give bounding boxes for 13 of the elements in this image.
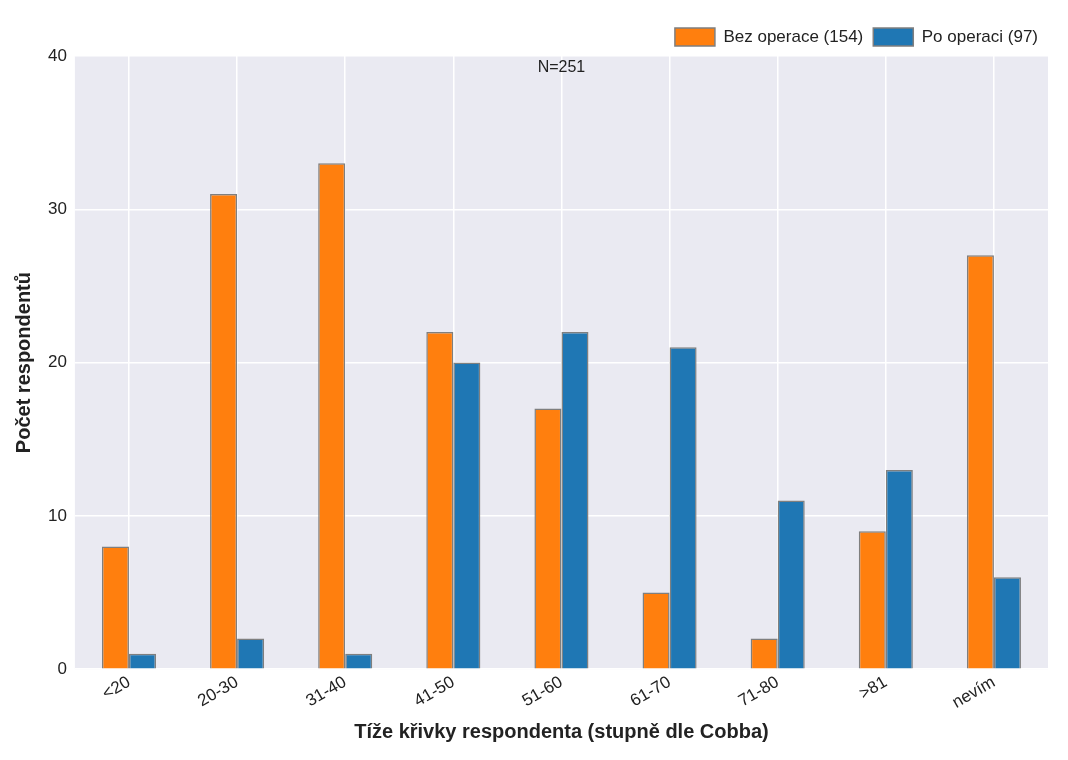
legend-label: Po operaci (97) bbox=[921, 26, 1039, 46]
annotation: N=251 bbox=[537, 58, 586, 76]
x-tick-label: <20 bbox=[98, 672, 134, 703]
y-tick-label: 10 bbox=[47, 505, 67, 525]
y-tick-label: 30 bbox=[47, 198, 67, 218]
y-tick-label: 20 bbox=[47, 352, 67, 372]
x-tick-label: 41-50 bbox=[410, 672, 458, 711]
y-tick-label: 40 bbox=[47, 45, 67, 65]
legend-label: Bez operace (154) bbox=[723, 26, 864, 46]
y-axis-title: Počet respondentů bbox=[11, 272, 34, 454]
y-tick-label: 0 bbox=[57, 658, 67, 678]
x-axis-title: Tíže křivky respondenta (stupně dle Cobba) bbox=[354, 719, 769, 742]
x-tick-label: >81 bbox=[855, 672, 891, 703]
